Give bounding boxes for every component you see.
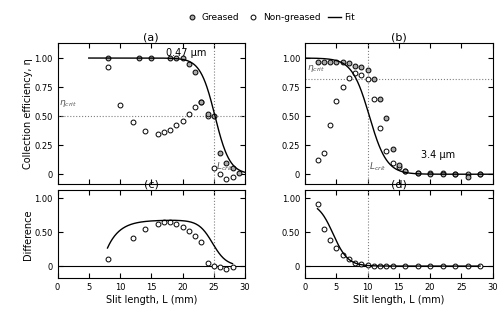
Title: (d): (d)	[391, 180, 406, 190]
Text: $\eta_\mathit{crit}$: $\eta_\mathit{crit}$	[60, 98, 78, 109]
Text: $L_\mathit{crit}$: $L_\mathit{crit}$	[216, 161, 233, 173]
Text: $\eta_\mathit{crit}$: $\eta_\mathit{crit}$	[307, 63, 325, 74]
Y-axis label: Collection efficiency, η: Collection efficiency, η	[22, 58, 33, 169]
Text: 0.47 μm: 0.47 μm	[166, 48, 206, 58]
Title: (b): (b)	[391, 32, 406, 42]
X-axis label: Slit length, L (mm): Slit length, L (mm)	[353, 295, 444, 305]
Text: 3.4 μm: 3.4 μm	[421, 150, 456, 160]
X-axis label: Slit length, L (mm): Slit length, L (mm)	[106, 295, 197, 305]
Y-axis label: Difference: Difference	[23, 209, 33, 259]
Title: (c): (c)	[144, 180, 158, 190]
Legend: Greased, Non-greased, Fit: Greased, Non-greased, Fit	[182, 9, 358, 25]
Title: (a): (a)	[144, 32, 159, 42]
Text: $L_\mathit{crit}$: $L_\mathit{crit}$	[370, 161, 387, 173]
